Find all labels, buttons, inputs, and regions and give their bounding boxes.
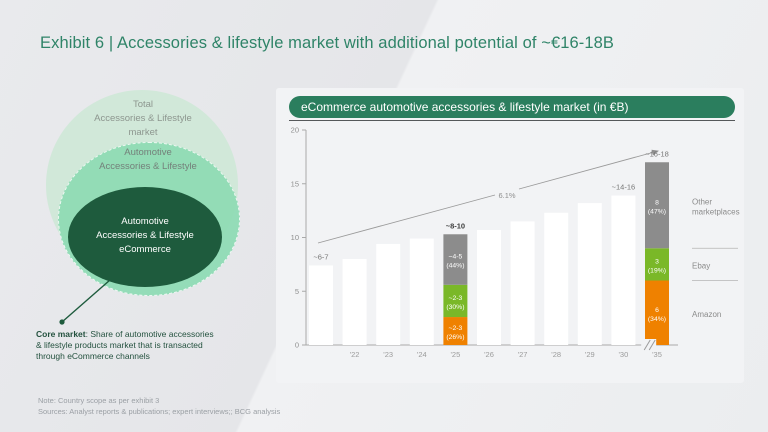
bar-segment-35-gray <box>645 162 669 249</box>
x-tick-label: '22 <box>350 350 360 359</box>
bar-22 <box>342 259 367 345</box>
y-tick-label: 10 <box>291 233 299 242</box>
bar-total-label: ~6-7 <box>313 252 328 261</box>
footnote-sources: Sources: Analyst reports & publications;… <box>38 406 281 416</box>
bar-first <box>309 265 333 345</box>
segment-pct-label: (19%) <box>648 267 666 274</box>
legend-label: Other <box>692 197 712 206</box>
bar-30 <box>611 195 636 345</box>
segment-pct-label: (47%) <box>648 208 666 215</box>
callout-connector-dot <box>59 319 65 325</box>
bar-total-label: ~16-18 <box>645 149 669 158</box>
venn-label-line: Accessories & Lifestyle <box>99 160 197 172</box>
venn-label-automotive: Automotive Accessories & Lifestyle <box>75 146 221 174</box>
legend-label: Amazon <box>692 310 721 319</box>
core-market-callout-bold: Core market <box>36 329 86 339</box>
axis-break-slash <box>643 339 651 351</box>
segment-value-label: 3 <box>655 258 659 265</box>
chart-title-pill: eCommerce automotive accessories & lifes… <box>289 96 735 118</box>
x-tick-label: '29 <box>585 350 595 359</box>
segment-pct-label: (26%) <box>446 334 464 341</box>
x-tick-label: '35 <box>652 350 662 359</box>
venn-label-line: Automotive <box>121 216 169 227</box>
x-tick-label: '30 <box>619 350 629 359</box>
venn-label-line: Automotive <box>124 147 172 158</box>
x-tick-label: '28 <box>551 350 561 359</box>
chart-card: eCommerce automotive accessories & lifes… <box>276 88 744 383</box>
y-tick-label: 20 <box>291 126 299 135</box>
bar-segment-35-green <box>645 248 669 281</box>
bar-27 <box>510 221 535 345</box>
bar-total-label: ~8-10 <box>446 221 465 230</box>
venn-label-line: market <box>128 126 158 138</box>
growth-arrow-segment <box>518 149 659 190</box>
bar-segment-35-orange <box>645 280 669 345</box>
page-title: Exhibit 6 | Accessories & lifestyle mark… <box>40 34 615 52</box>
core-market-callout: Core market: Share of automotive accesso… <box>36 329 221 362</box>
bar-29 <box>577 203 602 345</box>
callout-connector-line <box>59 279 111 325</box>
y-tick-label: 15 <box>291 179 299 188</box>
bar-segment-25-orange <box>443 317 468 345</box>
footnotes: Note: Country scope as per exhibit 3 Sou… <box>38 396 438 417</box>
segment-value-label: 8 <box>655 199 659 206</box>
bar-segment-25-green <box>443 284 468 318</box>
y-tick-label: 0 <box>295 341 299 350</box>
bar-24 <box>409 238 434 345</box>
bar-23 <box>376 243 401 345</box>
bar-total-label: ~14-16 <box>612 183 636 192</box>
y-tick-label: 5 <box>295 287 299 296</box>
venn-label-ecommerce: Automotive Accessories & Lifestyle eComm… <box>75 215 215 256</box>
x-tick-label: '25 <box>451 350 461 359</box>
legend-label: marketplaces <box>692 207 740 216</box>
segment-value-label: ~2-3 <box>449 295 463 302</box>
segment-pct-label: (44%) <box>446 263 464 270</box>
venn-circle-ecommerce <box>68 187 222 287</box>
venn-label-line: Accessories & Lifestyle <box>94 112 192 124</box>
chart-title-underline <box>289 120 735 121</box>
core-market-callout-text: : Share of automotive accessories & life… <box>36 329 214 362</box>
bar-26 <box>477 229 501 345</box>
x-tick-label: '26 <box>484 350 494 359</box>
x-tick-label: '27 <box>518 350 528 359</box>
segment-value-label: ~4-5 <box>449 254 463 261</box>
segment-value-label: ~2-3 <box>449 325 463 332</box>
market-chart: 0 5 10 15 20 6.1% ~6-7 '22 '23 '24 ~2-3 (26%) ~2-3 (3… <box>291 126 740 360</box>
axis-break-mask <box>641 339 657 352</box>
growth-rate-label: 6.1% <box>498 191 515 200</box>
segment-value-label: 6 <box>655 307 659 314</box>
segment-pct-label: (30%) <box>446 304 464 311</box>
axis-break-slash <box>648 339 656 351</box>
x-tick-label: '23 <box>383 350 393 359</box>
venn-label-line: eCommerce <box>119 243 171 255</box>
bar-28 <box>544 212 569 345</box>
venn-label-line: Accessories & Lifestyle <box>96 229 194 241</box>
x-tick-label: '24 <box>417 350 427 359</box>
segment-pct-label: (34%) <box>648 316 666 323</box>
venn-label-total-market: Total Accessories & Lifestyle market <box>82 98 204 139</box>
venn-label-line: Total <box>132 99 154 110</box>
growth-arrow-segment <box>317 194 496 244</box>
footnote-note: Note: Country scope as per exhibit 3 <box>38 396 160 405</box>
bar-segment-25-gray <box>443 234 468 285</box>
legend-label: Ebay <box>692 261 710 270</box>
